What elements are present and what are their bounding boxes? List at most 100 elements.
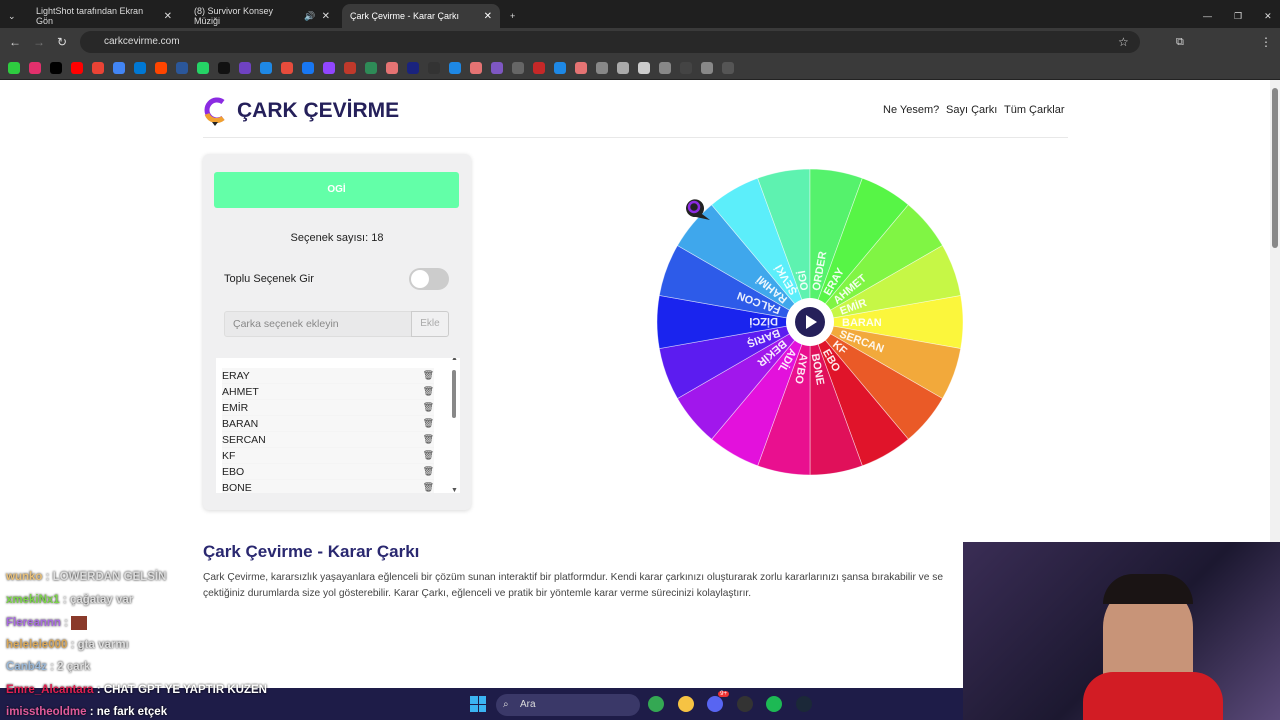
- page-scrollbar[interactable]: [1270, 80, 1280, 720]
- tab-survivor[interactable]: (8) Survivor Konsey Müziği 🔊 ✕: [186, 4, 338, 28]
- extensions-icon[interactable]: ⧉: [1176, 35, 1184, 48]
- bookmark-icon[interactable]: [575, 61, 587, 74]
- close-icon[interactable]: ✕: [483, 10, 492, 22]
- bookmark-icon[interactable]: [470, 61, 482, 74]
- nav-tum-carklar[interactable]: Tüm Çarklar: [1004, 104, 1065, 116]
- windows-start-icon[interactable]: [470, 696, 486, 712]
- chat-username: xmekiNx1: [6, 593, 60, 606]
- bookmark-icon[interactable]: [365, 61, 377, 74]
- bookmark-icon[interactable]: [449, 61, 461, 74]
- notification-badge: 9+: [718, 691, 729, 697]
- star-icon[interactable]: ☆: [1118, 35, 1129, 49]
- bookmark-icon[interactable]: [218, 61, 230, 74]
- bookmark-icon[interactable]: [302, 61, 314, 74]
- option-label: EMİR: [222, 401, 249, 414]
- obs-icon[interactable]: [736, 696, 753, 712]
- wheel-segment-label: AYBO: [792, 352, 809, 385]
- add-option-button[interactable]: Ekle: [411, 311, 449, 337]
- chrome-icon[interactable]: [648, 696, 664, 712]
- bookmark-icon[interactable]: [722, 61, 734, 74]
- maximize-icon[interactable]: ❐: [1234, 10, 1243, 21]
- bookmark-icon[interactable]: [92, 61, 104, 74]
- bookmark-icon[interactable]: [491, 61, 503, 74]
- forward-icon[interactable]: →: [33, 35, 45, 49]
- trash-icon[interactable]: 🗑: [422, 402, 434, 412]
- close-icon[interactable]: ✕: [163, 10, 172, 22]
- bookmark-icon[interactable]: [386, 61, 398, 74]
- bookmark-icon[interactable]: [638, 61, 650, 74]
- bookmark-icon[interactable]: [29, 61, 41, 74]
- chat-username: Flereannn: [6, 617, 61, 630]
- chat-username: wunko: [6, 571, 43, 583]
- close-icon[interactable]: ✕: [321, 10, 330, 22]
- bookmark-icon[interactable]: [71, 61, 83, 74]
- bookmark-icon[interactable]: [554, 61, 566, 74]
- bookmark-icon[interactable]: [113, 61, 125, 74]
- minimize-icon[interactable]: —: [1203, 11, 1212, 21]
- chat-username: imisstheoldme: [6, 706, 87, 718]
- file-explorer-icon[interactable]: [677, 696, 694, 712]
- bookmark-icon[interactable]: [344, 61, 356, 74]
- option-input[interactable]: Çarka seçenek ekleyin: [224, 311, 412, 337]
- bookmark-icon[interactable]: [596, 61, 608, 74]
- bookmark-icon[interactable]: [512, 61, 524, 74]
- address-bar[interactable]: carkcevirme.com: [80, 31, 1140, 53]
- article-line: Çark Çevirme, kararsızlık yaşayanlara eğ…: [203, 572, 944, 583]
- trash-icon[interactable]: 🗑: [422, 386, 434, 396]
- bookmark-icon[interactable]: [617, 61, 629, 74]
- tab-search-button[interactable]: ⌄: [8, 10, 16, 21]
- bookmark-icon[interactable]: [680, 61, 692, 74]
- play-icon[interactable]: [795, 307, 825, 337]
- bookmark-icon[interactable]: [155, 61, 167, 74]
- bookmark-icon[interactable]: [659, 61, 671, 74]
- tab-lightshot[interactable]: LightShot tarafından Ekran Gön ✕: [28, 4, 180, 28]
- close-window-icon[interactable]: ✕: [1264, 10, 1272, 21]
- trash-icon[interactable]: 🗑: [422, 418, 434, 428]
- spin-wheel[interactable]: BARANSERCANKFEBOBONEAYBOADİLBEKİRBARIŞDİ…: [650, 162, 970, 482]
- list-scrollbar[interactable]: ▲ ▼: [451, 358, 458, 493]
- bookmark-icon[interactable]: [407, 61, 419, 74]
- back-icon[interactable]: ←: [9, 35, 21, 49]
- option-label: SERCAN: [222, 433, 266, 446]
- bookmark-icon[interactable]: [533, 61, 545, 74]
- option-list: ERAY 🗑 AHMET 🗑 EMİR 🗑 BARAN 🗑 SERCAN 🗑 KF 🗑 EBO 🗑 BONE…: [216, 358, 460, 493]
- menu-icon[interactable]: ⋮: [1260, 35, 1272, 49]
- chat-message: Flereannn :: [6, 616, 88, 630]
- bookmark-icon[interactable]: [50, 61, 62, 74]
- spotify-icon[interactable]: [766, 696, 782, 712]
- browser-toolbar: ← → ↻ carkcevirme.com ☆ ⧉ ⋮: [0, 28, 1280, 56]
- nav-ne-yesem[interactable]: Ne Yesem?: [883, 104, 940, 116]
- bookmark-icon[interactable]: [260, 61, 272, 74]
- bookmark-icon[interactable]: [701, 61, 713, 74]
- bulk-entry-toggle[interactable]: [409, 268, 449, 290]
- bookmark-icon[interactable]: [8, 61, 20, 74]
- result-display: OGİ: [214, 172, 459, 208]
- trash-icon[interactable]: 🗑: [422, 370, 434, 380]
- chat-text: çağatay var: [69, 593, 134, 606]
- discord-icon[interactable]: 9+: [707, 691, 729, 712]
- tab-cark-cevirme[interactable]: Çark Çevirme - Karar Çarkı ✕: [342, 4, 500, 28]
- trash-icon[interactable]: 🗑: [422, 450, 434, 460]
- reload-icon[interactable]: ↻: [57, 35, 68, 49]
- option-label: BARAN: [222, 417, 259, 430]
- bulk-entry-label: Toplu Seçenek Gir: [224, 273, 314, 285]
- bookmark-icon[interactable]: [134, 61, 146, 74]
- bookmark-icon[interactable]: [428, 61, 440, 74]
- speaker-icon[interactable]: 🔊: [304, 10, 316, 21]
- bookmark-icon[interactable]: [197, 61, 209, 74]
- bookmark-icon[interactable]: [239, 61, 251, 74]
- wheel-segment-label: OGİ: [795, 269, 811, 291]
- steam-icon[interactable]: [795, 696, 812, 712]
- new-tab-button[interactable]: +: [510, 11, 516, 21]
- trash-icon[interactable]: 🗑: [422, 434, 434, 444]
- bookmark-icon[interactable]: [176, 61, 188, 74]
- window-controls[interactable]: — ❐ ✕: [1195, 4, 1280, 28]
- taskbar-search[interactable]: ⌕ Ara: [496, 694, 640, 716]
- trash-icon[interactable]: 🗑: [422, 482, 434, 492]
- nav-sayi-carki[interactable]: Sayı Çarkı: [946, 104, 998, 116]
- site-logo[interactable]: ÇARK ÇEVİRME: [203, 96, 399, 126]
- bookmark-icon[interactable]: [323, 61, 335, 74]
- bookmark-icon[interactable]: [281, 61, 293, 74]
- trash-icon[interactable]: 🗑: [422, 466, 434, 476]
- webcam-overlay: [963, 542, 1280, 720]
